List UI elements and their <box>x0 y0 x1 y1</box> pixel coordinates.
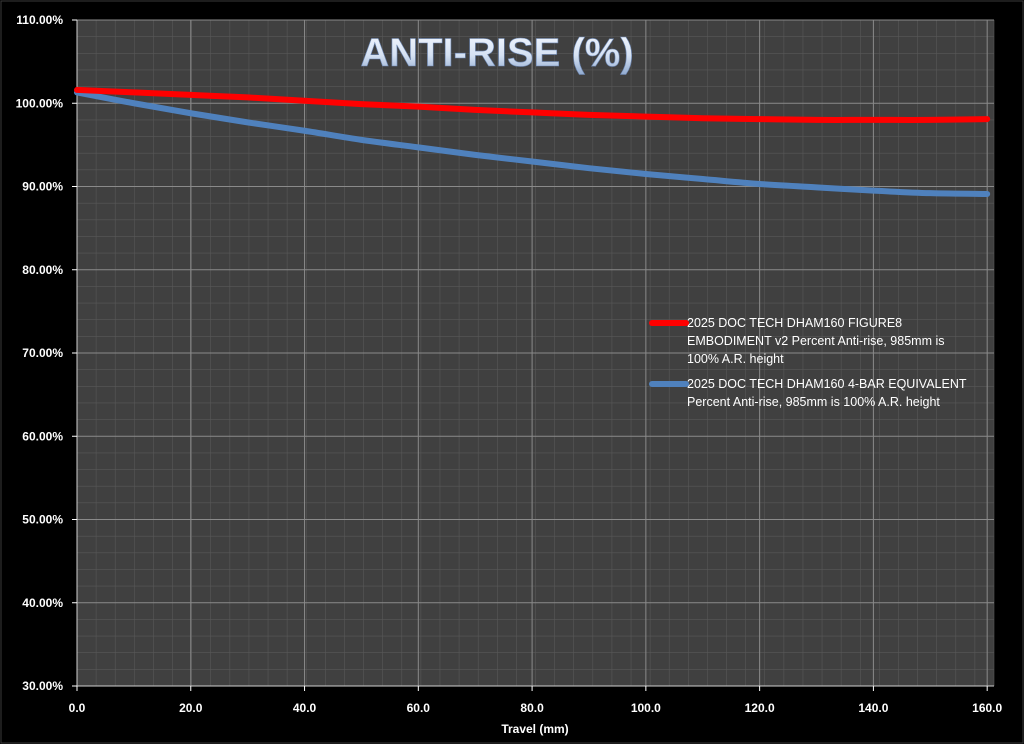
x-tick-label: 120.0 <box>745 701 775 715</box>
series-layer <box>74 86 991 197</box>
x-tick-label: 140.0 <box>858 701 888 715</box>
series-line-1 <box>74 86 991 123</box>
legend: 2025 DOC TECH DHAM160 FIGURE8 EMBODIMENT … <box>649 316 967 409</box>
x-tick-label: 80.0 <box>520 701 544 715</box>
legend-entry-2: Percent Anti-rise, 985mm is 100% A.R. he… <box>687 395 940 409</box>
chart-title: ANTI-RISE (%) <box>360 31 633 75</box>
x-tick-label: 160.0 <box>972 701 1002 715</box>
y-tick-label: 60.00% <box>22 429 63 443</box>
x-tick-label: 40.0 <box>293 701 317 715</box>
series-line-2 <box>74 89 991 197</box>
legend-entry-2: 2025 DOC TECH DHAM160 4-BAR EQUIVALENT <box>687 377 967 391</box>
x-tick-label: 100.0 <box>631 701 661 715</box>
y-axis-ticks: 30.00% 40.00% 50.00% 60.00% 70.00% 80.00% 90.0… <box>16 13 77 693</box>
x-axis-title: Travel (mm) <box>501 722 568 736</box>
x-tick-label: 60.0 <box>407 701 431 715</box>
y-tick-label: 80.00% <box>22 263 63 277</box>
y-tick-label: 50.00% <box>22 513 63 527</box>
x-tick-label: 20.0 <box>179 701 203 715</box>
legend-entry-1: 2025 DOC TECH DHAM160 FIGURE8 <box>687 316 902 330</box>
y-tick-label: 30.00% <box>22 679 63 693</box>
y-tick-label: 110.00% <box>16 13 63 27</box>
legend-entry-1: EMBODIMENT v2 Percent Anti-rise, 985mm i… <box>687 334 944 348</box>
y-tick-label: 90.00% <box>22 180 63 194</box>
y-tick-label: 70.00% <box>22 346 63 360</box>
major-grid <box>76 19 994 687</box>
x-tick-label: 0.0 <box>69 701 86 715</box>
x-axis-ticks: 0.0 20.0 40.0 60.0 80.0 100.0 120.0 140.0 160.0 <box>69 686 1003 715</box>
y-tick-label: 100.00% <box>16 96 64 110</box>
y-tick-label: 40.00% <box>22 596 63 610</box>
legend-entry-1: 100% A.R. height <box>687 352 784 366</box>
